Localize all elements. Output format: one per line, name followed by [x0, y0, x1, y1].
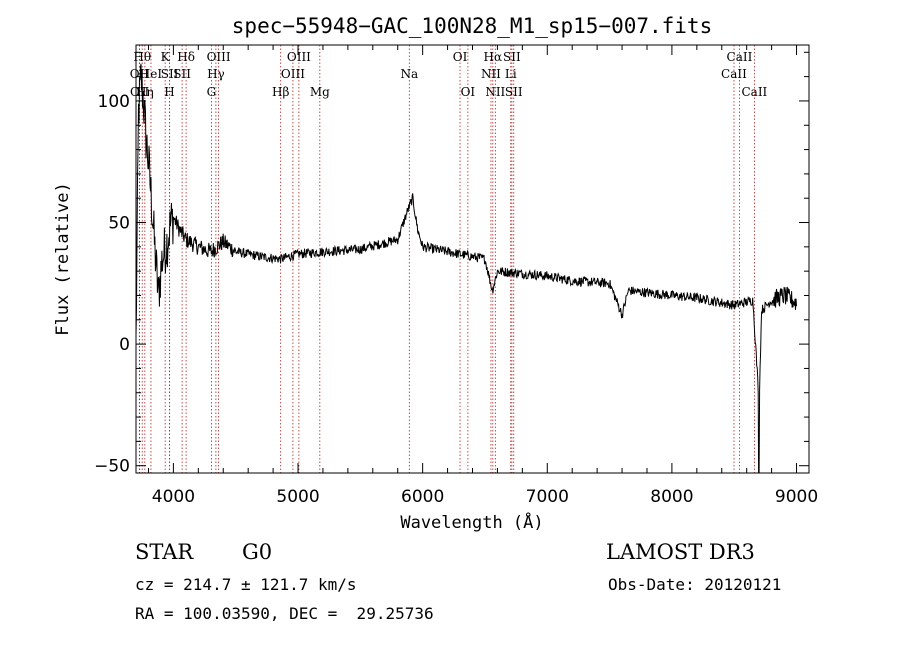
line-label-6: SII [161, 67, 179, 81]
y-axis-label: Flux (relative) [53, 182, 73, 336]
line-label-9: SII [173, 67, 191, 81]
line-label-0: OII [130, 67, 150, 81]
chart-title: spec−55948−GAC_100N28_M1_sp15−007.fits [232, 14, 712, 38]
x-tick-label-3: 7000 [526, 487, 569, 507]
object-subclass: G0 [242, 540, 273, 564]
line-label-27: CaII [721, 67, 747, 81]
line-label-3: Hη [136, 85, 154, 99]
y-tick-label-3: 100 [98, 92, 130, 112]
line-label-8: Hδ [177, 50, 195, 64]
y-tick-label-0: −50 [94, 457, 130, 477]
line-label-14: OIII [287, 50, 311, 64]
line-label-19: OI [461, 85, 476, 99]
emission-line-markers [138, 45, 755, 473]
x-tick-label-5: 9000 [775, 487, 818, 507]
line-label-13: Hβ [272, 85, 289, 99]
line-label-21: NII [481, 67, 501, 81]
sky-coordinates: RA = 100.03590, DEC = 29.25736 [135, 604, 434, 623]
line-label-18: OI [453, 50, 468, 64]
line-label-17: Na [400, 67, 418, 81]
y-tick-label-2: 50 [108, 214, 130, 234]
line-label-11: Hγ [207, 67, 225, 81]
y-axis-ticks: −50 0 50 100 [94, 51, 809, 477]
x-tick-label-2: 6000 [401, 487, 444, 507]
object-class: STAR [135, 540, 194, 564]
line-label-25: SII [505, 85, 523, 99]
x-axis-ticks: 4000 5000 6000 7000 8000 9000 [147, 45, 818, 507]
flux-series [135, 63, 797, 474]
line-label-2: Hθ [133, 50, 151, 64]
line-label-15: OIII [281, 67, 305, 81]
line-label-23: SII [503, 50, 521, 64]
line-label-12: G [207, 85, 217, 99]
plot-frame [135, 44, 810, 474]
flux-line [135, 63, 797, 474]
line-label-28: CaII [741, 85, 767, 99]
line-label-10: OIII [207, 50, 231, 64]
line-label-7: H [164, 85, 174, 99]
line-label-5: K [161, 50, 171, 64]
x-tick-label-0: 4000 [152, 487, 195, 507]
y-tick-label-1: 0 [119, 335, 130, 355]
line-label-16: Mg [310, 85, 330, 99]
survey-name: LAMOST DR3 [606, 540, 755, 564]
observation-date: Obs-Date: 20120121 [608, 575, 782, 594]
x-axis-label: Wavelength (Å) [400, 511, 543, 533]
redshift-velocity: cz = 214.7 ± 121.7 km/s [135, 575, 357, 594]
line-label-24: Li [505, 67, 517, 81]
x-tick-label-1: 5000 [276, 487, 319, 507]
x-tick-label-4: 8000 [650, 487, 693, 507]
line-label-26: CaII [727, 50, 753, 64]
line-label-22: NII [485, 85, 505, 99]
line-label-20: Hα [484, 50, 503, 64]
line-label-4: HeI [140, 67, 163, 81]
